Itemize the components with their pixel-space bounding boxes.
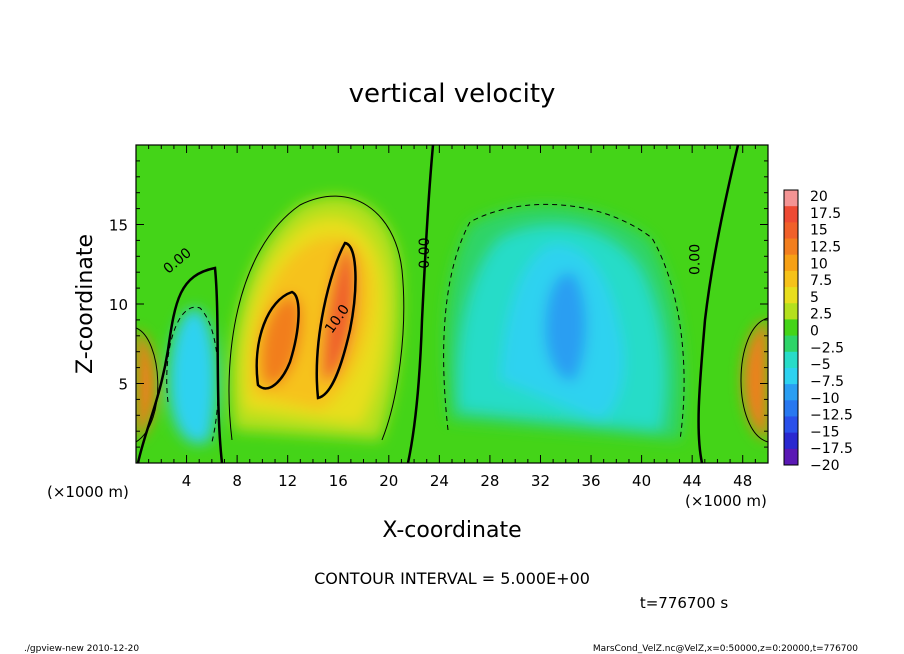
y-tick-label: 5 [118, 376, 128, 394]
colorbar-label: −7.5 [810, 374, 844, 390]
colorbar-swatch [784, 303, 798, 320]
colorbar-swatch [784, 270, 798, 288]
contour-positive-10-east [315, 241, 357, 400]
colorbar-label: 7.5 [810, 273, 832, 289]
colorbar-swatch [784, 190, 798, 207]
colorbar-swatch [784, 400, 798, 417]
colorbar-label: 0 [810, 324, 819, 340]
field-shading [136, 196, 768, 444]
updraft-core-west [260, 295, 302, 387]
updraft-core-east [321, 245, 356, 381]
y-tick-label: 10 [109, 296, 128, 314]
x-tick-label: 4 [182, 472, 192, 490]
contour-label: 0.00 [417, 238, 433, 269]
footer-left: ./gpview-new 2010-12-20 [24, 644, 139, 654]
colorbar-swatch [784, 206, 798, 223]
colorbar-swatch [784, 238, 798, 256]
colorbar-label: 12.5 [810, 239, 841, 255]
x-tick-label: 8 [232, 472, 242, 490]
contour-positive-5-east-edge [740, 317, 768, 443]
colorbar-label: −2.5 [810, 340, 844, 356]
downdraft-core [545, 272, 587, 381]
x-tick-label: 12 [278, 472, 297, 490]
colorbar-swatch [784, 222, 798, 240]
contour-positive-5 [228, 195, 405, 441]
plot-area [136, 145, 768, 463]
colorbar-label: 20 [810, 189, 828, 205]
x-axis-label: X-coordinate [382, 518, 521, 543]
colorbar-swatch [784, 367, 798, 385]
colorbar-label: 15 [810, 223, 828, 239]
colorbar-label: 10 [810, 256, 828, 272]
x-unit-left: (×1000 m) [47, 483, 129, 501]
colorbar-label: 2.5 [810, 307, 832, 323]
updraft-edge-east [743, 320, 768, 440]
colorbar-frame [783, 189, 799, 466]
footer-right: MarsCond_VelZ.nc@VelZ,x=0:50000,z=0:2000… [593, 644, 858, 654]
contour-positive-5-west-edge [136, 327, 159, 443]
x-tick-label: 44 [683, 472, 702, 490]
contour-lines [136, 145, 768, 463]
colorbar-label: −5 [810, 357, 831, 373]
x-tick-label: 16 [329, 472, 348, 490]
colorbar-swatch [784, 335, 798, 353]
colorbar-label: 5 [810, 290, 819, 306]
colorbar-label: −17.5 [810, 441, 853, 457]
colorbar-label: 17.5 [810, 206, 841, 222]
contour-zero-center [406, 145, 435, 463]
contour-positive-10-west [255, 290, 300, 390]
chart-title: vertical velocity [349, 79, 556, 109]
x-tick-label: 32 [531, 472, 550, 490]
contour-negative-5-main [443, 203, 685, 441]
x-tick-label: 28 [480, 472, 499, 490]
colorbar-label: −15 [810, 424, 840, 440]
updraft-edge-west [136, 330, 156, 440]
colorbar-swatch [784, 384, 798, 401]
x-tick-label: 36 [581, 472, 600, 490]
y-axis: 5 10 15 [109, 144, 768, 464]
colorbar-swatch [784, 287, 798, 304]
contour-interval: CONTOUR INTERVAL = 5.000E+00 [314, 569, 590, 588]
contour-label: 0.00 [688, 244, 704, 275]
x-tick-label: 24 [430, 472, 449, 490]
x-tick-label: 40 [632, 472, 651, 490]
colorbar-swatch [784, 319, 798, 337]
colorbar-swatch [784, 351, 798, 369]
colorbar-swatch [784, 432, 798, 450]
y-tick-label: 15 [109, 217, 128, 235]
x-unit-right: (×1000 m) [685, 492, 767, 510]
colorbar-label: −10 [810, 391, 840, 407]
y-axis-label: Z-coordinate [73, 234, 98, 374]
colorbar-swatch [784, 448, 798, 466]
x-tick-label: 48 [733, 472, 752, 490]
downdraft-west [169, 308, 217, 444]
x-tick-label: 20 [379, 472, 398, 490]
contour-negative-5-west [166, 306, 219, 443]
colorbar-label: −20 [810, 458, 840, 474]
colorbar: 2017.51512.5107.552.50−2.5−5−7.5−10−12.5… [783, 189, 853, 474]
colorbar-swatch [784, 254, 798, 272]
contour-zero-east [697, 145, 740, 463]
x-axis: 4 8 12 16 20 24 28 32 36 40 44 48 [135, 145, 769, 490]
colorbar-label: −12.5 [810, 408, 853, 424]
time-stamp: t=776700 s [640, 594, 728, 612]
colorbar-swatch [784, 416, 798, 434]
